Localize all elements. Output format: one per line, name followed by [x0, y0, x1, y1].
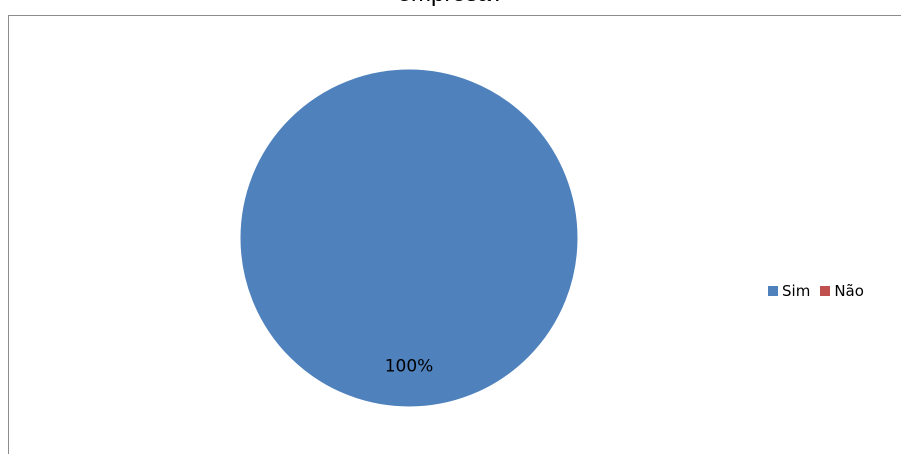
legend-item-nao: Não: [820, 282, 864, 300]
legend-swatch-nao: [820, 286, 831, 296]
legend-label-nao: Não: [834, 282, 864, 300]
chart-title: empresa?: [0, 0, 902, 12]
pie-data-labels: 100%: [385, 357, 434, 377]
data-label-sim: 100%: [385, 357, 434, 377]
legend-swatch-sim: [768, 286, 778, 296]
chart-frame: [8, 15, 901, 454]
legend-label-sim: Sim: [782, 282, 811, 300]
pie-slice-sim: [239, 68, 579, 408]
chart-legend: Sim Não: [768, 282, 864, 300]
legend-item-sim: Sim: [768, 282, 810, 300]
pie-slices: [239, 68, 579, 408]
